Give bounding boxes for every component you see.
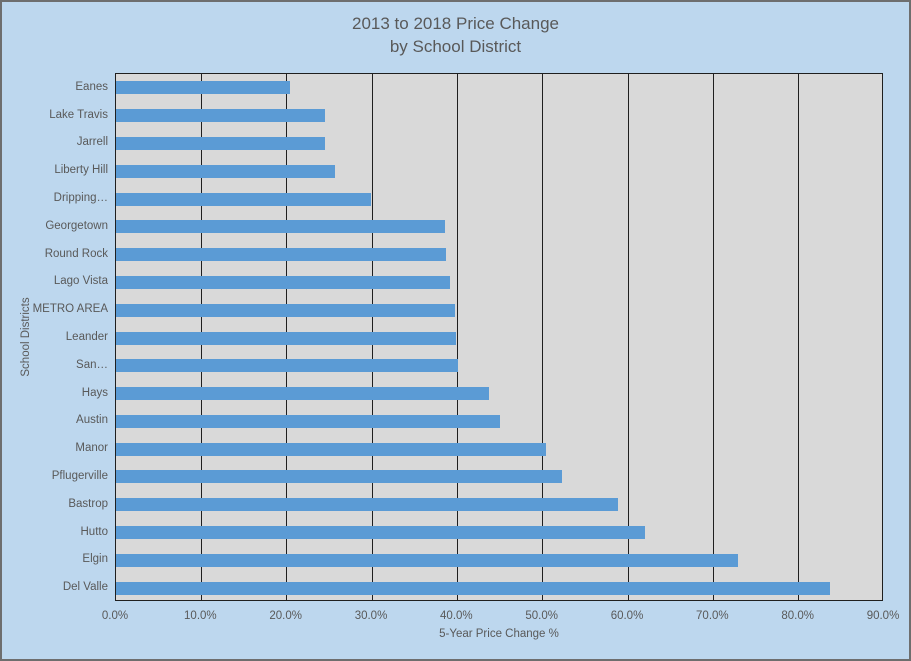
x-tick-label: 70.0% [696, 610, 729, 622]
x-tick-label: 60.0% [610, 610, 644, 622]
category-label: Hays [81, 386, 108, 399]
bar-lake-travis [116, 109, 326, 123]
category-label: Liberty Hill [54, 164, 108, 177]
category-label: Pflugerville [51, 469, 108, 482]
x-tick-label: 80.0% [781, 610, 814, 622]
category-label: Round Rock [44, 247, 108, 260]
bar-liberty-hill [116, 164, 335, 178]
x-tick-label: 20.0% [269, 610, 302, 622]
bar-manor [116, 442, 546, 456]
category-label: Bastrop [68, 497, 108, 510]
category-label: Eanes [75, 80, 108, 93]
gridline [456, 74, 458, 600]
bar-del-valle [116, 581, 831, 595]
bar-pflugerville [116, 470, 562, 484]
chart-title-line-1: 2013 to 2018 Price Change [352, 14, 559, 33]
x-tick-label: 90.0% [866, 610, 900, 622]
category-label: Leander [65, 331, 108, 343]
category-label: Dripping… [53, 192, 108, 205]
category-label: Georgetown [45, 219, 108, 232]
category-label: Lago Vista [53, 275, 108, 288]
bar-lago-vista [116, 275, 451, 289]
bar-bastrop [116, 498, 619, 512]
bar-hutto [116, 526, 646, 540]
category-label: San… [76, 358, 108, 371]
bar-dripping [116, 192, 372, 206]
x-tick-label: 10.0% [184, 610, 217, 622]
x-tick-label: 30.0% [354, 610, 388, 622]
bar-elgin [116, 553, 739, 567]
gridline [712, 74, 714, 600]
category-label: METRO AREA [32, 303, 108, 316]
bar-san [116, 359, 459, 373]
bar-jarrell [116, 136, 325, 150]
category-label: Del Valle [62, 581, 108, 594]
bar-eanes [116, 81, 291, 95]
x-tick-label: 0.0% [101, 610, 129, 622]
gridline [542, 74, 544, 600]
bar-georgetown [116, 220, 446, 234]
category-label: Austin [76, 414, 108, 427]
x-tick-label: 50.0% [525, 610, 558, 622]
gridline [798, 74, 800, 600]
category-label: Manor [75, 442, 108, 455]
chart-title: 2013 to 2018 Price Change by School Dist… [2, 12, 909, 58]
category-label: Lake Travis [49, 108, 108, 121]
gridline [627, 74, 629, 600]
bar-metro-area [116, 303, 455, 317]
bar-hays [116, 387, 489, 401]
category-label: Elgin [82, 553, 108, 566]
bar-austin [116, 414, 500, 428]
x-tick-label: 40.0% [440, 610, 473, 622]
bar-leander [116, 331, 457, 345]
bar-round-rock [116, 248, 447, 262]
category-label: Jarrell [76, 136, 108, 149]
chart-title-line-2: by School District [389, 37, 522, 56]
plot-area [115, 73, 883, 601]
x-axis-title: 5-Year Price Change % [439, 628, 559, 640]
category-label: Hutto [80, 525, 109, 538]
